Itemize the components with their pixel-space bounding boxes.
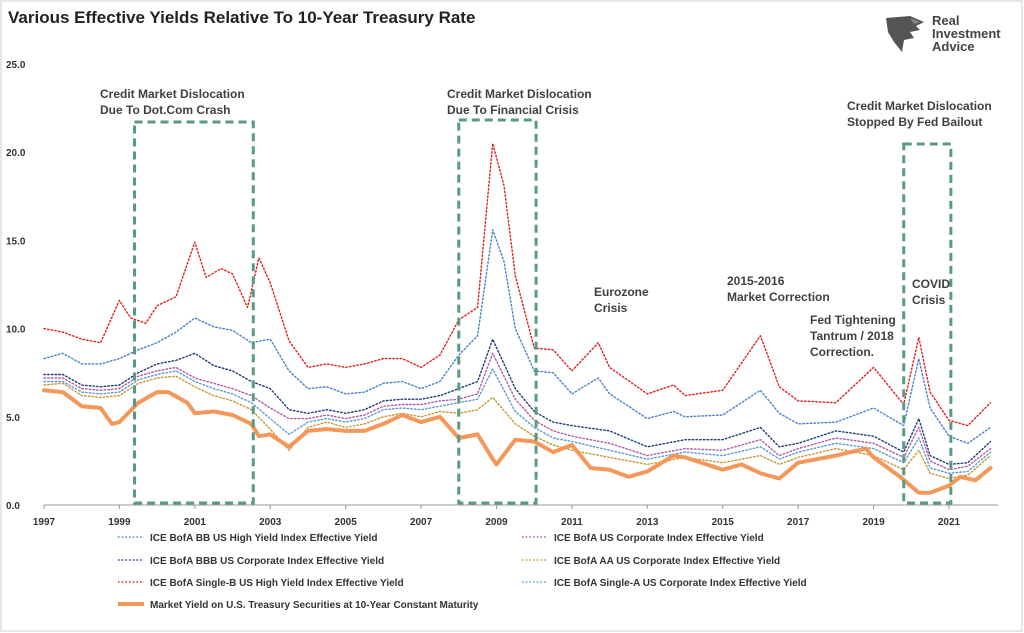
annotation-text: Due To Dot.Com Crash	[100, 103, 230, 117]
annotation-text: Tantrum / 2018	[810, 329, 894, 343]
x-tick-label: 2015	[712, 517, 735, 528]
series-line	[43, 229, 992, 444]
series-line	[43, 352, 992, 471]
annotation-text: Market Correction	[727, 290, 830, 304]
x-tick-label: 2009	[485, 517, 508, 528]
legend-label: ICE BofA BB US High Yield Index Effectiv…	[150, 533, 377, 544]
legend-label: ICE BofA BBB US Corporate Index Effectiv…	[150, 556, 384, 567]
x-tick-label: 2011	[561, 517, 583, 528]
x-tick-label: 2019	[862, 517, 885, 528]
series-line	[43, 368, 992, 474]
legend-label: ICE BofA AA US Corporate Index Effective…	[554, 556, 780, 567]
x-tick-label: 2001	[184, 517, 207, 528]
y-tick-label: 25.0	[6, 60, 26, 71]
logo-text: Real Investment Advice	[932, 14, 1001, 53]
annotation-text: Correction.	[810, 345, 874, 359]
series-line	[42, 388, 993, 495]
annotation-text: Eurozone	[594, 285, 649, 299]
chart-title: Various Effective Yields Relative To 10-…	[8, 8, 476, 27]
legend-label: ICE BofA Single-B US High Yield Index Ef…	[150, 578, 404, 589]
y-tick-label: 0.0	[6, 501, 20, 512]
dislocation-box	[457, 118, 538, 505]
annotation-text: Fed Tightening	[810, 313, 896, 327]
annotation-text: Credit Market Dislocation	[100, 87, 245, 101]
y-tick-label: 10.0	[6, 325, 26, 336]
x-tick-label: 2005	[335, 517, 358, 528]
x-tick-label: 1997	[33, 517, 56, 528]
annotation-text: Credit Market Dislocation	[847, 99, 992, 113]
annotation-text: Due To Financial Crisis	[447, 103, 579, 117]
eagle-logo-icon	[886, 16, 924, 52]
y-tick-label: 20.0	[6, 148, 26, 159]
legend-label: Market Yield on U.S. Treasury Securities…	[150, 600, 479, 611]
x-tick-label: 2013	[636, 517, 659, 528]
annotation-text: 2015-2016	[727, 274, 785, 288]
series-line	[43, 142, 992, 427]
y-tick-label: 5.0	[6, 413, 20, 424]
series-line	[43, 375, 992, 480]
dislocation-box	[132, 120, 255, 505]
legend-label: ICE BofA US Corporate Index Effective Yi…	[554, 533, 764, 544]
annotation-text: Crisis	[912, 293, 946, 307]
logo	[880, 12, 1020, 60]
x-tick-label: 2007	[410, 517, 433, 528]
annotation-text: Crisis	[594, 301, 628, 315]
dislocation-box	[902, 142, 953, 505]
annotation-text: COVID	[912, 277, 950, 291]
x-tick-label: 1999	[108, 517, 131, 528]
legend-label: ICE BofA Single-A US Corporate Index Eff…	[554, 578, 807, 589]
logo-line: Real	[932, 13, 960, 28]
logo-line: Investment	[932, 26, 1001, 41]
x-tick-label: 2021	[938, 517, 961, 528]
x-tick-label: 2017	[787, 517, 810, 528]
logo-line: Advice	[932, 39, 975, 54]
y-tick-label: 15.0	[6, 236, 26, 247]
x-tick-label: 2003	[259, 517, 282, 528]
annotation-text: Stopped By Fed Bailout	[847, 115, 982, 129]
series-line	[43, 338, 992, 466]
annotation-text: Credit Market Dislocation	[447, 87, 592, 101]
